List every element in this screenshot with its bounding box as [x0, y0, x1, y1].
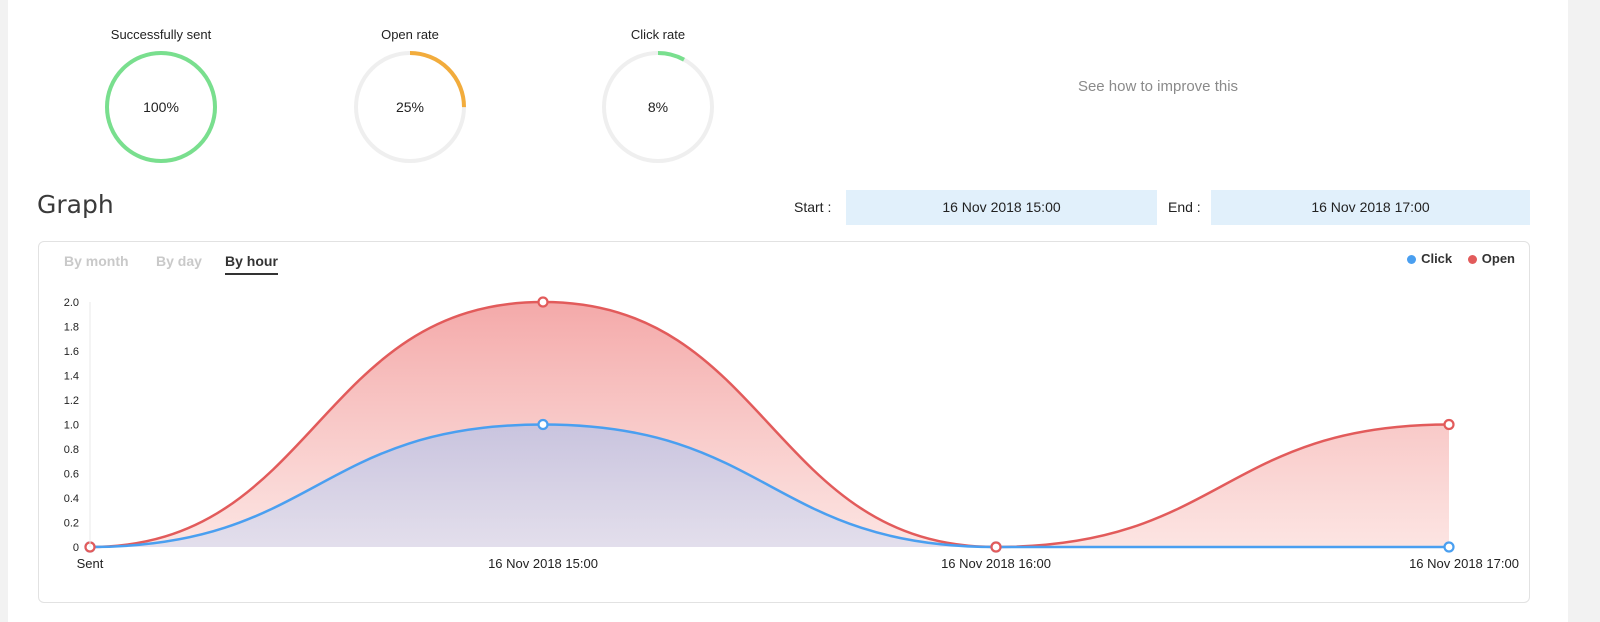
y-tick-label: 1.4 — [64, 371, 79, 383]
y-tick-label: 0.8 — [64, 444, 79, 456]
legend-label: Open — [1481, 251, 1515, 266]
stat-click-rate: Click rate 8% — [573, 26, 743, 168]
progress-ring: 100% — [100, 46, 222, 168]
line-click — [89, 423, 1449, 549]
point-open[interactable] — [1443, 418, 1455, 431]
legend-dot-click — [1407, 255, 1417, 264]
stat-value: 8% — [647, 99, 669, 115]
legend-dot-open — [1467, 255, 1477, 264]
x-tick-label: Sent — [77, 556, 104, 571]
end-date-input[interactable] — [1211, 190, 1530, 225]
stat-value: 100% — [143, 99, 179, 115]
point-click[interactable] — [537, 418, 549, 431]
progress-ring: 8% — [597, 46, 719, 168]
chart-card: By month By day By hour Click Open — [38, 241, 1530, 603]
x-tick-label: 16 Nov 2018 15:00 — [488, 556, 598, 571]
series-points — [84, 296, 1455, 553]
y-tick-label: 0.2 — [64, 518, 79, 530]
tab-by-day[interactable]: By day — [156, 253, 202, 269]
chart-legend: Click Open — [1395, 251, 1515, 266]
tab-by-hour[interactable]: By hour — [225, 253, 278, 275]
progress-ring-arc — [354, 51, 466, 163]
progress-ring: 25% — [349, 46, 471, 168]
legend-item-open[interactable]: Open — [1467, 251, 1515, 266]
line-open — [89, 300, 1450, 549]
y-tick-label: 2.0 — [64, 297, 79, 309]
campaign-report: Successfully sent 100% Open rate 25% Cli… — [8, 0, 1568, 622]
start-label: Start : — [794, 199, 832, 215]
x-tick-label: 16 Nov 2018 17:00 — [1409, 556, 1519, 571]
y-tick-label: 0.4 — [64, 493, 79, 505]
area-chart: 0 0.2 0.4 0.6 0.8 1.0 1.2 1.4 1.6 1.8 2.0 Sent 16 N… — [64, 296, 1519, 571]
stat-successfully-sent: Successfully sent 100% — [76, 26, 246, 168]
stat-label: Successfully sent — [110, 27, 212, 42]
point-open[interactable] — [537, 296, 549, 308]
graph-title: Graph — [37, 190, 114, 219]
tab-by-month[interactable]: By month — [64, 253, 129, 269]
x-axis: Sent 16 Nov 2018 15:00 16 Nov 2018 16:00 16… — [77, 556, 1519, 571]
y-tick-label: 1.0 — [64, 420, 79, 432]
point-open[interactable] — [990, 541, 1002, 553]
start-date-input[interactable] — [846, 190, 1157, 225]
progress-ring-arc — [105, 51, 217, 163]
y-tick-label: 0.6 — [64, 469, 79, 481]
stat-label: Click rate — [630, 27, 686, 42]
y-tick-label: 1.8 — [64, 322, 79, 334]
y-tick-label: 0 — [73, 542, 79, 554]
point-click[interactable] — [1443, 541, 1455, 553]
stat-label: Open rate — [381, 27, 439, 42]
improve-link[interactable]: See how to improve this — [1077, 78, 1239, 95]
progress-ring-arc — [602, 51, 714, 163]
legend-item-click[interactable]: Click — [1407, 251, 1452, 266]
series-lines — [89, 300, 1450, 549]
end-label: End : — [1168, 199, 1201, 215]
y-tick-label: 1.2 — [64, 395, 79, 407]
y-axis: 0 0.2 0.4 0.6 0.8 1.0 1.2 1.4 1.6 1.8 2.0 — [64, 297, 91, 554]
legend-label: Click — [1421, 251, 1453, 266]
stat-open-rate: Open rate 25% — [325, 26, 495, 168]
stat-value: 25% — [395, 99, 425, 115]
y-tick-label: 1.6 — [64, 346, 79, 358]
x-tick-label: 16 Nov 2018 16:00 — [941, 556, 1051, 571]
